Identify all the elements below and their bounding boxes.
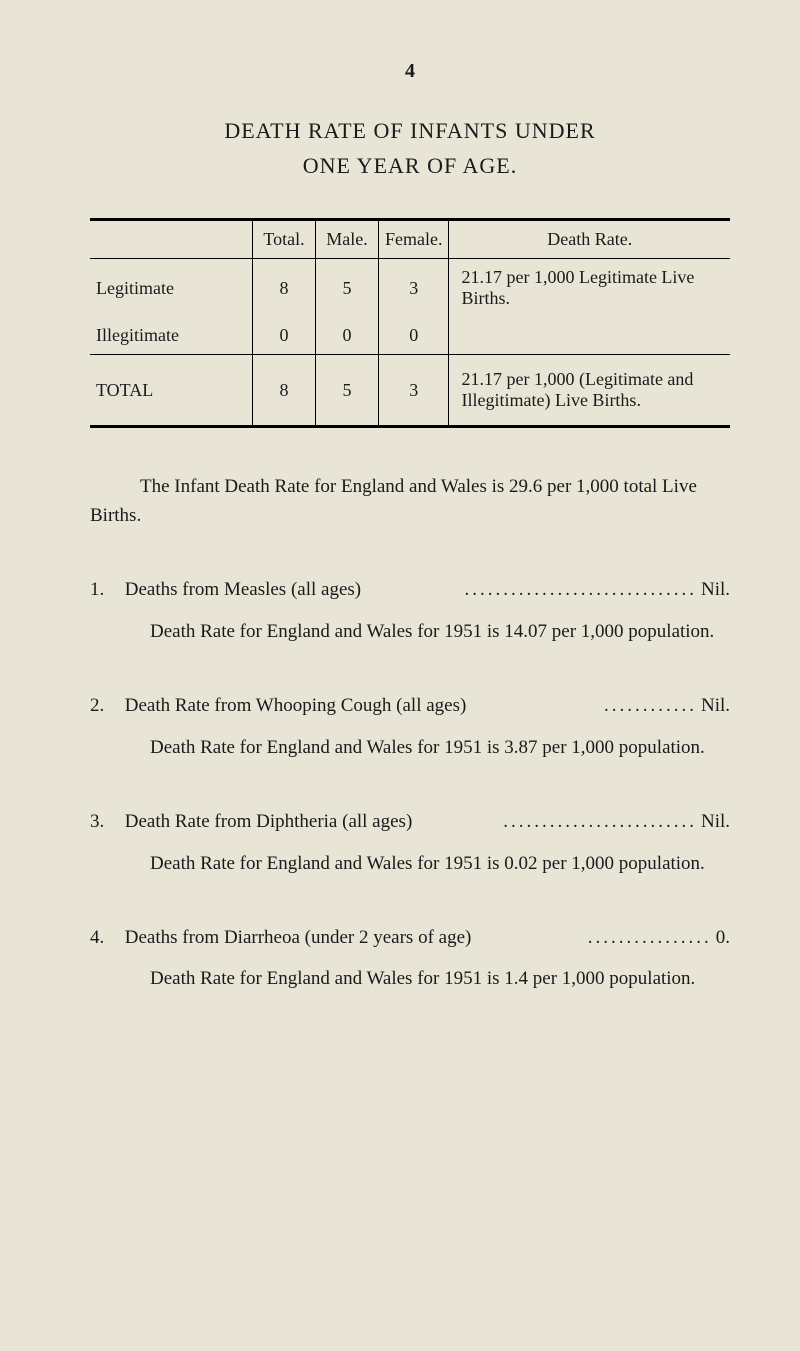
cell-total: 8	[253, 259, 316, 318]
list-item: 1. Deaths from Measles (all ages) ......…	[90, 575, 730, 646]
item-subtext: Death Rate for England and Wales for 195…	[90, 964, 730, 993]
table-row: Illegitimate 0 0 0	[90, 317, 730, 355]
cell-female: 3	[379, 259, 449, 318]
header-total: Total.	[253, 221, 316, 259]
total-total: 8	[253, 355, 316, 426]
item-text: 3. Death Rate from Diphtheria (all ages)	[90, 807, 412, 836]
leader-dots: ................	[588, 927, 712, 948]
total-male: 5	[316, 355, 379, 426]
item-text: 2. Death Rate from Whooping Cough (all a…	[90, 691, 466, 720]
row-label: Illegitimate	[90, 317, 253, 355]
item-value: 0.	[716, 927, 730, 948]
table-header-row: Total. Male. Female. Death Rate.	[90, 221, 730, 259]
table-row: Legitimate 8 5 3 21.17 per 1,000 Legitim…	[90, 259, 730, 318]
table-total-row: TOTAL 8 5 3 21.17 per 1,000 (Legitimate …	[90, 355, 730, 426]
header-female: Female.	[379, 221, 449, 259]
item-title: Deaths from Diarrheoa (under 2 years of …	[125, 927, 472, 948]
item-number: 4.	[90, 923, 120, 952]
title-line-1: DEATH RATE OF INFANTS UNDER	[224, 118, 595, 143]
item-value: Nil.	[701, 579, 730, 600]
item-title: Death Rate from Whooping Cough (all ages…	[125, 695, 467, 716]
cell-total: 0	[253, 317, 316, 355]
total-label: TOTAL	[90, 355, 253, 426]
item-text: 1. Deaths from Measles (all ages)	[90, 575, 361, 604]
row-label: Legitimate	[90, 259, 253, 318]
item-text: 4. Deaths from Diarrheoa (under 2 years …	[90, 923, 471, 952]
list-item: 2. Death Rate from Whooping Cough (all a…	[90, 691, 730, 762]
item-number: 3.	[90, 807, 120, 836]
item-value-wrap: .........................Nil.	[499, 807, 730, 836]
leader-dots: ..............................	[464, 579, 697, 600]
death-rate-table: Total. Male. Female. Death Rate. Legitim…	[90, 218, 730, 428]
leader-dots: ............	[604, 695, 697, 716]
total-rate: 21.17 per 1,000 (Legitimate and Illegiti…	[449, 355, 730, 426]
item-subtext: Death Rate for England and Wales for 195…	[90, 733, 730, 762]
title-line-2: ONE YEAR OF AGE.	[303, 153, 517, 178]
main-title: DEATH RATE OF INFANTS UNDER ONE YEAR OF …	[90, 113, 730, 183]
header-male: Male.	[316, 221, 379, 259]
body-paragraph: The Infant Death Rate for England and Wa…	[90, 473, 730, 530]
cell-rate	[449, 317, 730, 355]
header-rate: Death Rate.	[449, 221, 730, 259]
page-number: 4	[90, 60, 730, 83]
cell-female: 0	[379, 317, 449, 355]
list-item: 3. Death Rate from Diphtheria (all ages)…	[90, 807, 730, 878]
item-value-wrap: ................0.	[584, 923, 730, 952]
item-subtext: Death Rate for England and Wales for 195…	[90, 849, 730, 878]
item-number: 1.	[90, 575, 120, 604]
item-title: Death Rate from Diphtheria (all ages)	[125, 811, 413, 832]
item-number: 2.	[90, 691, 120, 720]
item-value: Nil.	[701, 695, 730, 716]
item-value: Nil.	[701, 811, 730, 832]
total-female: 3	[379, 355, 449, 426]
item-value-wrap: ..............................Nil.	[460, 575, 730, 604]
header-blank	[90, 221, 253, 259]
item-subtext: Death Rate for England and Wales for 195…	[90, 617, 730, 646]
cell-male: 5	[316, 259, 379, 318]
cell-male: 0	[316, 317, 379, 355]
list-item: 4. Deaths from Diarrheoa (under 2 years …	[90, 923, 730, 994]
cell-rate: 21.17 per 1,000 Legitimate Live Births.	[449, 259, 730, 318]
leader-dots: .........................	[503, 811, 697, 832]
item-value-wrap: ............Nil.	[600, 691, 730, 720]
item-title: Deaths from Measles (all ages)	[125, 579, 361, 600]
